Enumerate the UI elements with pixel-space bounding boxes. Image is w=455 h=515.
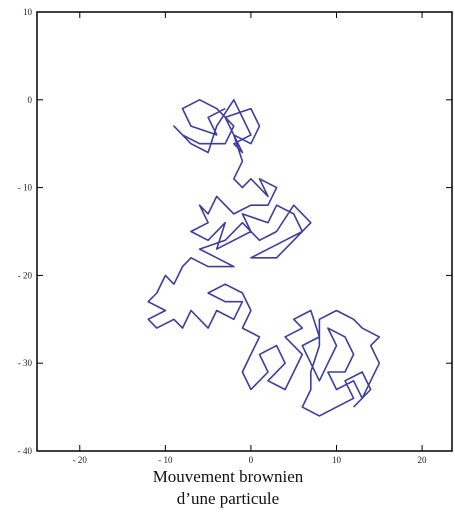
x-tick-label: 0: [249, 455, 254, 465]
y-tick-label: - 40: [18, 446, 33, 456]
y-tick-label: - 10: [18, 183, 33, 193]
x-tick-label: - 10: [158, 455, 173, 465]
y-tick-label: - 20: [18, 270, 33, 280]
x-tick-label: - 20: [73, 455, 88, 465]
caption-line: Mouvement brownien: [153, 467, 304, 486]
trajectory: [147, 99, 381, 417]
x-tick-label: 20: [418, 455, 428, 465]
y-tick-label: 0: [28, 95, 33, 105]
y-tick-label: 10: [23, 7, 33, 17]
caption-line: d’une particule: [177, 489, 279, 508]
plot-frame: [36, 11, 453, 452]
x-tick-label: 10: [332, 455, 342, 465]
y-tick-label: - 30: [18, 358, 33, 368]
